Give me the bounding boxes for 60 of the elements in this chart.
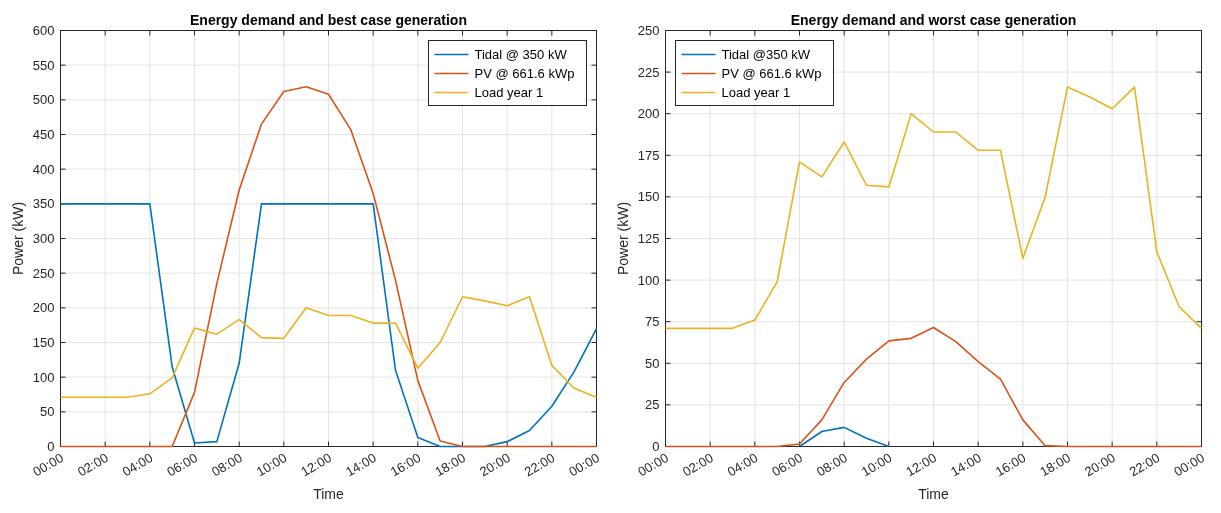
x-tick-label: 12:00: [298, 450, 334, 480]
legend-label: Tidal @350 kW: [721, 47, 811, 63]
legend-label: Load year 1: [474, 85, 544, 101]
y-tick-label: 100: [32, 369, 55, 385]
y-tick-label: 200: [32, 300, 55, 316]
y-tick-label: 250: [637, 23, 660, 39]
x-tick-label: 06:00: [164, 450, 200, 480]
y-axis-title: Power (kW): [9, 201, 26, 276]
y-tick-label: 150: [637, 189, 660, 205]
x-tick-label: 12:00: [903, 450, 939, 480]
y-tick-label: 50: [645, 355, 660, 371]
x-tick-label: 08:00: [208, 450, 245, 480]
y-tick-label: 25: [645, 397, 660, 413]
legend-label: PV @ 661.6 kWp: [721, 66, 822, 82]
line-series: [59, 295, 598, 399]
x-tick-label: 00:00: [1171, 450, 1207, 480]
x-tick-label: 06:00: [769, 450, 805, 480]
y-tick-label: 125: [637, 231, 660, 247]
x-tick-label: 16:00: [992, 450, 1029, 480]
y-tick-label: 350: [32, 196, 55, 212]
x-axis-title: Time: [918, 485, 950, 502]
x-tick-label: 02:00: [74, 450, 111, 480]
y-tick-label: 200: [637, 106, 660, 122]
x-tick-label: 08:00: [813, 450, 850, 480]
x-tick-label: 14:00: [947, 450, 984, 480]
y-tick-label: 550: [32, 57, 55, 73]
y-tick-label: 150: [32, 335, 55, 351]
x-axis-title: Time: [313, 485, 345, 502]
y-axis-title: Power (kW): [614, 201, 631, 276]
line-series: [664, 86, 1203, 330]
chart-title: Energy demand and best case generation: [190, 11, 467, 28]
x-tick-label: 00:00: [566, 450, 602, 480]
x-tick-label: 04:00: [724, 450, 761, 480]
x-tick-label: 04:00: [119, 450, 156, 480]
x-tick-label: 18:00: [432, 450, 468, 480]
chart-title: Energy demand and worst case generation: [790, 11, 1077, 28]
line-series: [664, 326, 1203, 448]
x-tick-label: 10:00: [858, 450, 895, 480]
x-tick-label: 02:00: [679, 450, 716, 480]
y-tick-label: 50: [40, 404, 55, 420]
y-tick-label: 450: [32, 127, 55, 143]
y-tick-label: 250: [32, 265, 55, 281]
y-tick-label: 100: [637, 272, 660, 288]
x-tick-label: 18:00: [1037, 450, 1073, 480]
x-tick-label: 16:00: [387, 450, 424, 480]
x-tick-label: 14:00: [342, 450, 379, 480]
legend-label: Tidal @ 350 kW: [474, 47, 568, 63]
line-series: [59, 203, 598, 448]
y-tick-label: 75: [645, 314, 660, 330]
y-tick-label: 175: [637, 147, 660, 163]
line-series: [59, 85, 598, 448]
y-tick-label: 225: [637, 64, 660, 80]
y-tick-label: 400: [32, 161, 55, 177]
legend-label: Load year 1: [721, 85, 791, 101]
y-tick-label: 500: [32, 92, 55, 108]
line-series: [798, 426, 890, 448]
y-tick-label: 300: [32, 231, 55, 247]
x-tick-label: 10:00: [253, 450, 290, 480]
legend-label: PV @ 661.6 kWp: [474, 66, 575, 82]
y-tick-label: 600: [32, 23, 55, 39]
